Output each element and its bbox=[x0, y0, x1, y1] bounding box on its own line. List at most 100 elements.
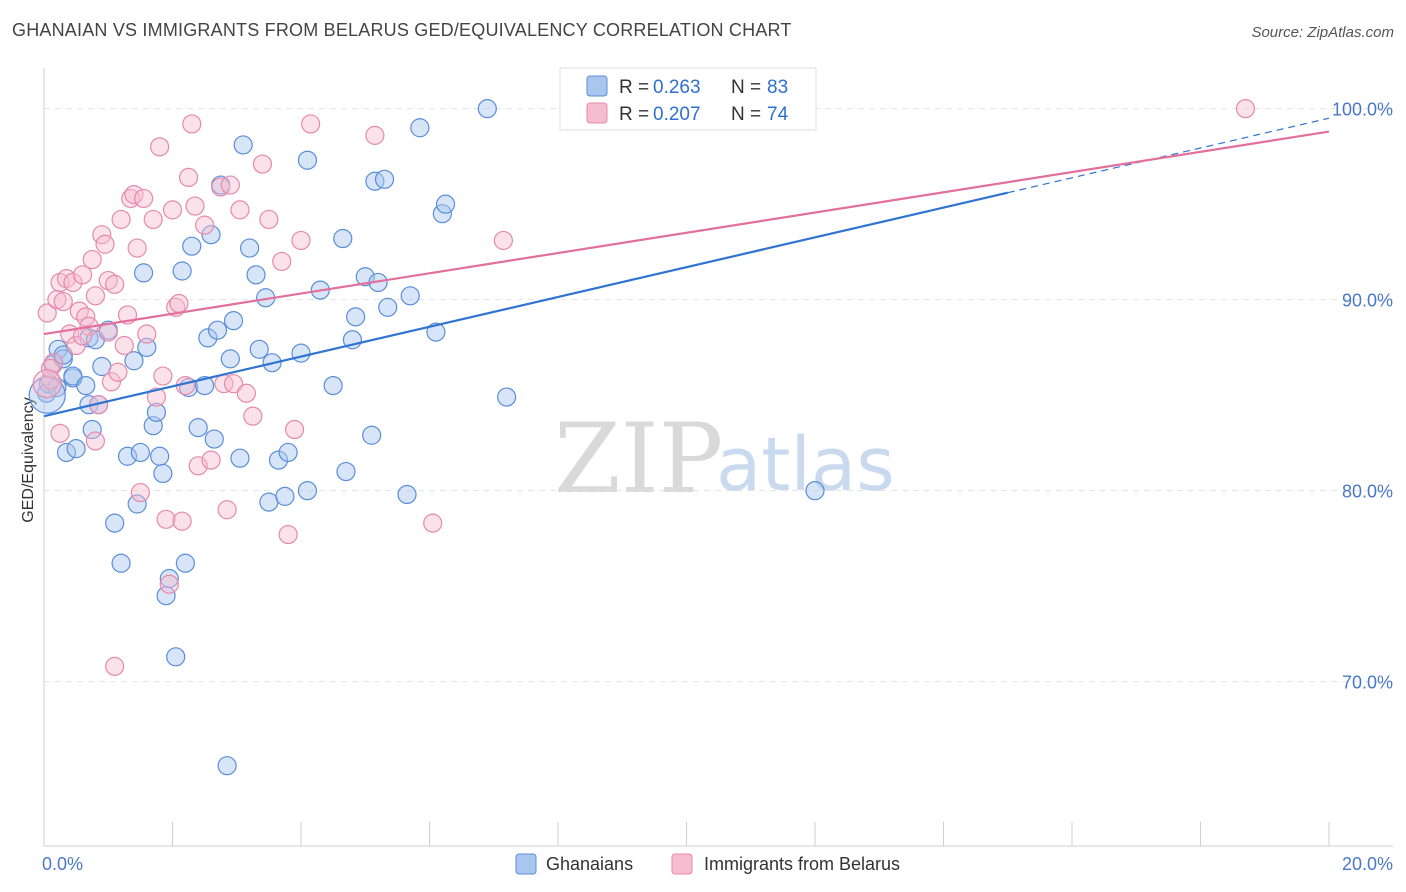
belarus-point bbox=[156, 509, 176, 529]
belarus-point bbox=[182, 114, 202, 134]
ghanaians-point bbox=[198, 328, 218, 348]
x-axis-ticks bbox=[43, 822, 1330, 846]
belarus-point bbox=[95, 234, 115, 254]
ghanaians-point bbox=[249, 339, 269, 359]
ghanaians-point bbox=[127, 494, 147, 514]
belarus-point bbox=[178, 167, 199, 188]
ghanaians-point bbox=[150, 446, 170, 466]
belarus-point bbox=[150, 137, 170, 157]
source-label: Source: ZipAtlas.com bbox=[1251, 24, 1394, 41]
y-axis-label: GED/Equivalency bbox=[20, 397, 37, 522]
ghanaians-point bbox=[82, 419, 102, 440]
ghanaians-point bbox=[159, 568, 179, 589]
ghanaians-point bbox=[130, 442, 150, 463]
ghanaians-point bbox=[217, 756, 237, 776]
legend-label-ghanaians: Ghanaians bbox=[546, 854, 633, 874]
ghanaians-point bbox=[76, 376, 96, 396]
belarus-point bbox=[37, 303, 57, 323]
y-tick-label-90: 90.0% bbox=[1342, 291, 1393, 311]
stats-r-value-blue: 0.263 bbox=[653, 77, 701, 98]
belarus-point bbox=[278, 524, 298, 545]
belarus-point bbox=[220, 175, 240, 195]
belarus-point bbox=[291, 230, 311, 251]
ghanaians-point bbox=[333, 228, 353, 249]
belarus-point bbox=[63, 272, 83, 293]
belarus-point bbox=[211, 177, 231, 197]
ghanaians-point bbox=[146, 402, 167, 422]
ghanaians-point bbox=[410, 118, 430, 138]
belarus-point bbox=[66, 335, 86, 356]
belarus-point bbox=[284, 419, 305, 440]
ghanaians-point bbox=[124, 351, 144, 371]
belarus-point bbox=[201, 450, 221, 470]
chart-title: GHANAIAN VS IMMIGRANTS FROM BELARUS GED/… bbox=[12, 20, 792, 40]
ghanaians-point bbox=[805, 481, 825, 501]
ghanaians-point bbox=[268, 450, 289, 470]
belarus-point bbox=[101, 372, 122, 392]
belarus-point bbox=[72, 265, 93, 285]
watermark-zip: ZIP bbox=[554, 403, 723, 515]
ghanaians-point bbox=[365, 171, 385, 191]
trend-lines bbox=[43, 117, 1330, 418]
belarus-point bbox=[143, 209, 163, 230]
trend-line-belarus bbox=[43, 130, 1330, 336]
ghanaians-point bbox=[336, 461, 356, 482]
belarus-point bbox=[114, 335, 134, 356]
belarus-point bbox=[108, 362, 128, 382]
belarus-point bbox=[40, 358, 61, 379]
belarus-point bbox=[169, 293, 189, 314]
y-tick-label-70: 70.0% bbox=[1342, 673, 1393, 693]
belarus-point bbox=[230, 200, 250, 220]
belarus-point bbox=[162, 200, 183, 220]
ghanaians-point bbox=[111, 553, 131, 573]
stats-n-value-blue: 83 bbox=[767, 77, 788, 98]
ghanaians-point bbox=[56, 442, 77, 463]
ghanaians-point bbox=[400, 286, 420, 306]
belarus-point bbox=[236, 383, 256, 403]
belarus-point bbox=[243, 406, 263, 426]
belarus-point bbox=[85, 431, 106, 451]
belarus-point bbox=[195, 215, 215, 235]
y-tick-label-100: 100.0% bbox=[1332, 100, 1393, 120]
ghanaians-point bbox=[53, 345, 73, 365]
watermark: ZIP atlas bbox=[554, 403, 895, 515]
ghanaians-point bbox=[153, 463, 173, 484]
ghanaians-point bbox=[246, 265, 266, 285]
belarus-point bbox=[272, 251, 292, 272]
stats-n-label-pink: N = bbox=[731, 104, 761, 125]
trend-line-ghanaians-extension bbox=[1007, 117, 1330, 194]
belarus-point bbox=[137, 324, 157, 344]
ghanaians-point bbox=[182, 236, 202, 256]
ghanaians-point bbox=[346, 307, 366, 327]
ghanaians-point bbox=[240, 238, 260, 258]
ghanaians-point bbox=[137, 337, 157, 357]
ghanaians-point bbox=[435, 194, 456, 214]
ghanaians-point bbox=[378, 297, 398, 317]
ghanaians-point bbox=[105, 513, 125, 533]
belarus-point bbox=[423, 513, 443, 533]
belarus-point bbox=[105, 274, 125, 294]
x-tick-label-min: 0.0% bbox=[42, 854, 83, 874]
belarus-point bbox=[53, 291, 73, 312]
ghanaians-point bbox=[223, 311, 244, 331]
belarus-point bbox=[259, 209, 279, 230]
watermark-atlas: atlas bbox=[716, 422, 895, 508]
ghanaians-point bbox=[133, 263, 154, 283]
legend-label-belarus: Immigrants from Belarus bbox=[704, 854, 900, 874]
belarus-point bbox=[50, 423, 70, 443]
belarus-point bbox=[301, 114, 321, 134]
belarus-point bbox=[111, 209, 131, 230]
ghanaians-point bbox=[172, 261, 192, 281]
belarus-point bbox=[172, 511, 192, 531]
ghanaians-point bbox=[397, 484, 417, 505]
ghanaians-point bbox=[233, 135, 253, 155]
ghanaians-point bbox=[291, 343, 311, 363]
belarus-point bbox=[124, 185, 144, 205]
ghanaians-point bbox=[195, 376, 215, 396]
legend: Ghanaians Immigrants from Belarus bbox=[515, 853, 900, 875]
ghanaians-point bbox=[204, 429, 224, 449]
belarus-point-cluster bbox=[32, 369, 62, 399]
ghanaians-point bbox=[188, 418, 208, 438]
belarus-point bbox=[217, 500, 237, 520]
